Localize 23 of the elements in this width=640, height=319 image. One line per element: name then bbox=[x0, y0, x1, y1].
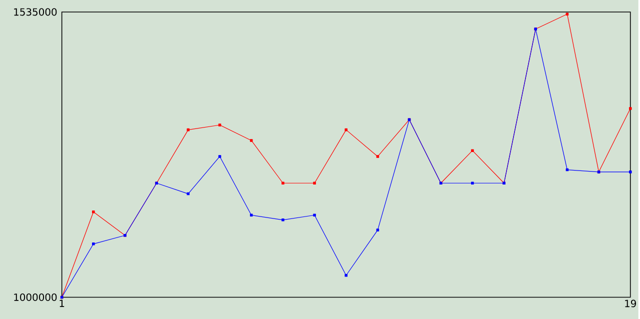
y-tick-label: 1000000 bbox=[14, 293, 57, 301]
point bbox=[628, 170, 632, 174]
y-tick-label: 1535000 bbox=[14, 8, 57, 16]
point bbox=[344, 128, 348, 132]
point bbox=[313, 182, 316, 184]
point bbox=[344, 274, 348, 277]
point bbox=[471, 149, 474, 152]
point bbox=[218, 154, 222, 158]
point bbox=[250, 214, 253, 216]
point bbox=[628, 107, 632, 110]
point bbox=[282, 182, 284, 184]
point bbox=[218, 124, 222, 126]
point bbox=[92, 242, 95, 246]
point bbox=[282, 218, 284, 222]
x-tick-label: 1 bbox=[60, 300, 64, 307]
point bbox=[92, 210, 95, 214]
point bbox=[376, 228, 380, 232]
point bbox=[376, 154, 380, 158]
point bbox=[566, 12, 569, 16]
point bbox=[250, 138, 253, 142]
point bbox=[313, 214, 316, 216]
point bbox=[471, 182, 474, 184]
x-tick-label: 19 bbox=[625, 300, 636, 308]
